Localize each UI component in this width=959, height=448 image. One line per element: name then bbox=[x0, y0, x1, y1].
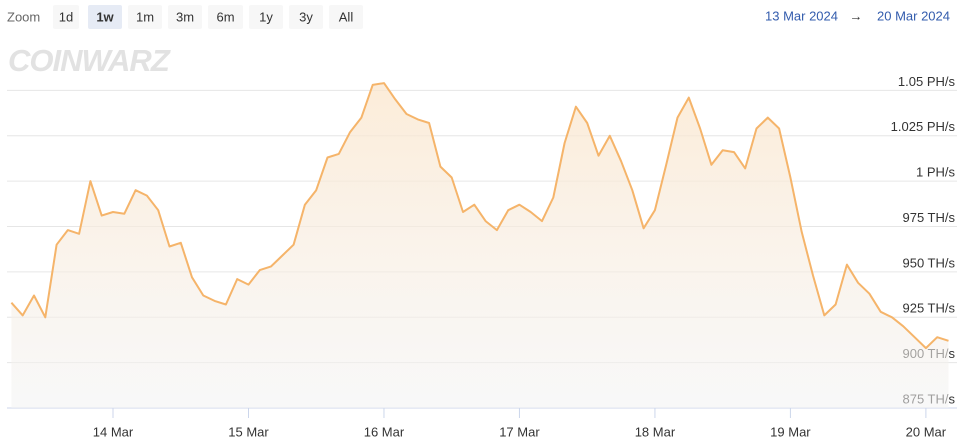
range-to[interactable]: 20 Mar 2024 bbox=[877, 8, 950, 23]
x-tick-label: 20 Mar bbox=[906, 424, 947, 439]
watermark: COINWARZ bbox=[8, 43, 171, 78]
x-tick-label: 16 Mar bbox=[364, 424, 405, 439]
line bbox=[10, 82, 949, 350]
zoom-button-label[interactable]: 6m bbox=[216, 9, 234, 24]
y-tick-label: 1.025 PH/s bbox=[891, 119, 956, 134]
zoom-button[interactable] bbox=[88, 5, 122, 29]
zoom-button[interactable] bbox=[128, 5, 162, 29]
zoom-label: Zoom bbox=[7, 9, 40, 24]
zoom-button-label[interactable]: 1y bbox=[259, 9, 273, 24]
zoom-button[interactable] bbox=[208, 5, 243, 29]
y-tick-label: 1 PH/s bbox=[916, 165, 956, 180]
y-tick-label: 975 TH/s bbox=[902, 210, 955, 225]
zoom-button-label[interactable]: 3m bbox=[176, 9, 194, 24]
y-tick-label: 925 TH/s bbox=[902, 301, 955, 316]
range-from[interactable]: 13 Mar 2024 bbox=[765, 8, 838, 23]
x-tick-label: 14 Mar bbox=[93, 424, 134, 439]
y-tick-label: 1.05 PH/s bbox=[898, 74, 956, 89]
x-tick-label: 19 Mar bbox=[770, 424, 811, 439]
zoom-button-label[interactable]: 1m bbox=[136, 9, 154, 24]
area bbox=[11, 83, 949, 408]
zoom-button-label[interactable]: 1w bbox=[96, 9, 114, 24]
zoom-button[interactable] bbox=[168, 5, 202, 29]
y-tick-label: 950 TH/s bbox=[902, 255, 955, 270]
x-tick-label: 15 Mar bbox=[228, 424, 269, 439]
zoom-button-label[interactable]: All bbox=[339, 9, 354, 24]
zoom-button[interactable] bbox=[329, 5, 363, 29]
zoom-button[interactable] bbox=[289, 5, 323, 29]
zoom-button[interactable] bbox=[249, 5, 283, 29]
x-tick-label: 17 Mar bbox=[499, 424, 540, 439]
zoom-button[interactable] bbox=[53, 5, 79, 29]
zoom-button-label[interactable]: 1d bbox=[59, 9, 73, 24]
range-arrow: → bbox=[850, 8, 863, 23]
x-tick-label: 18 Mar bbox=[635, 424, 676, 439]
zoom-button-label[interactable]: 3y bbox=[299, 9, 313, 24]
